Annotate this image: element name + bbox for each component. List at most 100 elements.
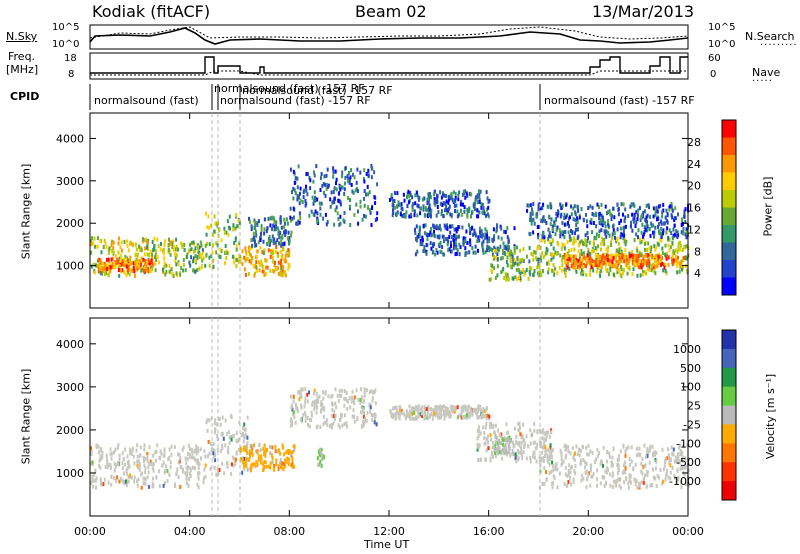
nave-label: Nave <box>752 66 781 79</box>
velocity-cell <box>321 406 324 411</box>
velocity-cell <box>206 428 209 433</box>
power-cell <box>253 273 256 278</box>
velocity-cell <box>638 446 641 451</box>
power-cell <box>298 211 301 216</box>
power-cell <box>253 237 256 242</box>
power-cell <box>374 218 377 223</box>
velocity-cell <box>520 448 523 453</box>
power-cell <box>335 181 337 186</box>
velocity-cell <box>674 455 677 460</box>
velocity-cell <box>338 388 341 393</box>
power-cell <box>539 206 542 211</box>
velocity-cell <box>317 399 320 404</box>
power-cell <box>90 242 93 247</box>
power-cell <box>511 252 514 257</box>
velocity-cell <box>343 422 346 427</box>
velocity-cell <box>338 417 341 422</box>
velocity-cell <box>325 418 328 423</box>
power-cell <box>98 257 101 262</box>
power-cell <box>608 209 611 214</box>
power-cell <box>525 254 528 259</box>
power-cell <box>279 230 282 235</box>
power-cell <box>204 243 207 248</box>
velocity-cell <box>644 473 647 478</box>
power-cell <box>672 258 675 263</box>
velocity-cell <box>569 451 572 456</box>
power-cell <box>664 268 667 273</box>
power-cell <box>436 198 439 203</box>
power-cell <box>456 209 459 214</box>
velocity-cell <box>189 466 192 471</box>
power-cell <box>274 260 276 265</box>
power-cell <box>480 202 483 207</box>
power-cell <box>600 202 603 207</box>
power-cell <box>547 267 550 272</box>
velocity-cell <box>666 456 669 461</box>
power-cell <box>416 203 419 208</box>
power-cell <box>202 256 205 261</box>
power-cell <box>631 249 634 254</box>
velocity-cell <box>320 402 322 407</box>
nsky-label: N.Sky <box>6 30 38 43</box>
velocity-cell <box>235 431 238 436</box>
velocity-cell <box>544 438 547 442</box>
power-cell <box>163 264 166 269</box>
velocity-cell <box>168 472 171 477</box>
velocity-cell <box>189 447 191 451</box>
power-cell <box>652 223 655 228</box>
power-cell <box>151 267 154 272</box>
velocity-cell <box>253 443 256 448</box>
power-cell <box>679 243 682 248</box>
velocity-cell <box>502 442 504 447</box>
velocity-cell <box>308 424 311 429</box>
velocity-cell <box>497 444 500 449</box>
power-cell <box>669 245 672 250</box>
velocity-cell <box>513 443 516 448</box>
power-cell <box>426 207 429 212</box>
power-cell <box>677 255 679 260</box>
velocity-cell <box>270 453 273 458</box>
power-cell <box>201 251 204 256</box>
velocity-cell <box>204 454 207 459</box>
power-cell <box>285 217 288 222</box>
power-cell <box>585 273 588 277</box>
power-cell <box>586 256 589 261</box>
power-cell <box>248 246 251 251</box>
x-tick-label: 00:00 <box>672 525 704 538</box>
power-cell <box>155 258 158 262</box>
power-cell <box>582 262 585 267</box>
power-cell <box>120 257 122 262</box>
velocity-cell <box>258 443 261 447</box>
power-cell <box>646 267 649 271</box>
velocity-cell <box>423 416 426 421</box>
power-cell <box>296 222 299 226</box>
velocity-cell <box>269 465 272 470</box>
power-cell <box>218 228 221 233</box>
velocity-cell <box>554 466 557 471</box>
velocity-cell <box>634 482 637 487</box>
velocity-cell <box>560 453 563 458</box>
power-cell <box>429 214 432 219</box>
power-cell <box>289 167 292 172</box>
power-cell <box>157 244 160 249</box>
velocity-cell <box>551 455 553 460</box>
velocity-cell <box>572 477 575 482</box>
velocity-cell <box>555 462 558 467</box>
velocity-cell <box>560 457 563 461</box>
power-cell <box>292 169 295 174</box>
velocity-cell <box>118 453 121 458</box>
power-cell <box>465 229 468 234</box>
power-cell <box>473 231 476 236</box>
velocity-cell <box>487 440 490 445</box>
power-cell <box>505 277 508 282</box>
power-cell <box>436 234 439 239</box>
power-cell <box>280 239 283 244</box>
velocity-cell <box>469 412 472 417</box>
velocity-cell <box>310 410 313 415</box>
power-cell <box>389 198 391 202</box>
velocity-cell <box>490 424 493 429</box>
velocity-cell <box>598 451 601 456</box>
velocity-cell <box>579 461 582 466</box>
y-tick-label: 2000 <box>56 217 84 230</box>
velocity-cell <box>679 452 682 457</box>
